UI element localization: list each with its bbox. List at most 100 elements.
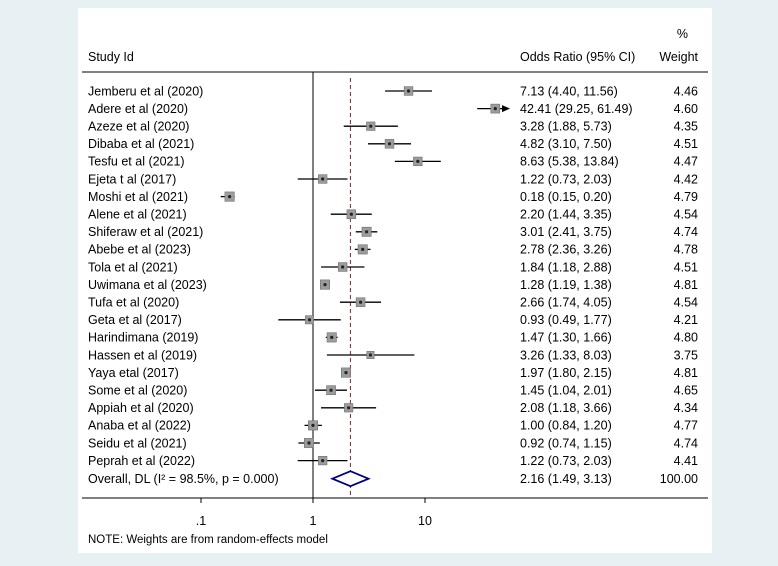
point-estimate-dot	[369, 124, 373, 128]
overall-label: Overall, DL (I² = 98.5%, p = 0.000)	[88, 472, 279, 486]
study-or-ci-value: 2.20 (1.44, 3.35)	[520, 208, 612, 222]
study-label: Tesfu et al (2021)	[88, 155, 185, 169]
plot-panel: % Study Id Odds Ratio (95% CI) Weight .1…	[78, 8, 712, 553]
study-or-ci-value: 3.01 (2.41, 3.75)	[520, 225, 612, 239]
study-weight-value: 4.54	[674, 208, 698, 222]
study-weight-value: 4.79	[674, 190, 698, 204]
study-label: Peprah et al (2022)	[88, 454, 195, 468]
study-id-header: Study Id	[88, 50, 134, 64]
study-weight-value: 4.65	[674, 384, 698, 398]
study-label: Ejeta t al (2017)	[88, 172, 176, 186]
overall-or-ci-value: 2.16 (1.49, 3.13)	[520, 472, 612, 486]
study-weight-value: 4.74	[674, 225, 698, 239]
point-estimate-dot	[344, 371, 348, 375]
point-estimate-dot	[358, 300, 363, 304]
study-weight-value: 4.47	[674, 155, 698, 169]
point-estimate-dot	[364, 230, 369, 234]
point-estimate-dot	[330, 335, 334, 339]
study-label: Tola et al (2021)	[88, 260, 178, 274]
study-label: Geta et al (2017)	[88, 313, 182, 327]
study-label: Yaya etal (2017)	[88, 366, 179, 380]
point-estimate-dot	[416, 159, 420, 163]
overall-diamond	[330, 470, 371, 488]
study-or-ci-value: 4.82 (3.10, 7.50)	[520, 137, 612, 151]
study-weight-value: 4.78	[674, 243, 698, 257]
point-estimate-dot	[329, 388, 333, 392]
study-or-ci-value: 0.18 (0.15, 0.20)	[520, 190, 612, 204]
study-weight-value: 4.46	[674, 84, 698, 98]
study-or-ci-value: 1.22 (0.73, 2.03)	[520, 172, 612, 186]
study-or-ci-value: 42.41 (29.25, 61.49)	[520, 102, 633, 116]
study-weight-value: 4.74	[674, 436, 698, 450]
study-label: Shiferaw et al (2021)	[88, 225, 203, 239]
point-estimate-dot	[349, 212, 353, 216]
study-label: Seidu et al (2021)	[88, 436, 187, 450]
study-weight-value: 4.35	[674, 120, 698, 134]
forest-plot: % Study Id Odds Ratio (95% CI) Weight .1…	[82, 27, 708, 546]
point-estimate-dot	[321, 459, 325, 463]
study-label: Jemberu et al (2020)	[88, 84, 203, 98]
study-or-ci-value: 1.45 (1.04, 2.01)	[520, 384, 612, 398]
study-or-ci-value: 0.92 (0.74, 1.15)	[520, 436, 612, 450]
point-estimate-dot	[361, 247, 365, 251]
study-or-ci-value: 1.47 (1.30, 1.66)	[520, 331, 612, 345]
point-estimate-dot	[321, 177, 325, 181]
study-or-ci-value: 1.97 (1.80, 2.15)	[520, 366, 612, 380]
study-or-ci-value: 7.13 (4.40, 11.56)	[520, 84, 618, 98]
weight-header: Weight	[659, 50, 698, 64]
study-or-ci-value: 3.26 (1.33, 8.03)	[520, 348, 612, 362]
study-label: Moshi et al (2021)	[88, 190, 188, 204]
odds-ratio-header: Odds Ratio (95% CI)	[520, 50, 635, 64]
point-estimate-dot	[307, 318, 312, 322]
study-weight-value: 4.81	[674, 366, 698, 380]
study-label: Anaba et al (2022)	[88, 419, 191, 433]
point-estimate-dot	[347, 406, 351, 410]
study-weight-value: 4.51	[674, 260, 698, 274]
study-or-ci-value: 8.63 (5.38, 13.84)	[520, 155, 619, 169]
study-label: Hassen et al (2019)	[88, 348, 197, 362]
study-or-ci-value: 0.93 (0.49, 1.77)	[520, 313, 612, 327]
study-weight-value: 4.41	[674, 454, 698, 468]
x-tick-label-1: 1	[310, 514, 317, 528]
overall-weight-value: 100.00	[660, 472, 698, 486]
study-or-ci-value: 2.78 (2.36, 3.26)	[520, 243, 612, 257]
point-estimate-dot	[368, 353, 373, 357]
study-label: Adere et al (2020)	[88, 102, 188, 116]
study-weight-value: 4.81	[674, 278, 698, 292]
study-label: Abebe et al (2023)	[88, 243, 191, 257]
study-label: Dibaba et al (2021)	[88, 137, 194, 151]
study-weight-value: 4.21	[674, 313, 698, 327]
study-or-ci-value: 1.84 (1.18, 2.88)	[520, 260, 612, 274]
study-weight-value: 4.34	[674, 401, 698, 415]
study-label: Alene et al (2021)	[88, 208, 187, 222]
point-estimate-dot	[307, 441, 311, 445]
study-or-ci-value: 1.28 (1.19, 1.38)	[520, 278, 612, 292]
study-or-ci-value: 1.22 (0.73, 2.03)	[520, 454, 612, 468]
study-label: Azeze et al (2020)	[88, 120, 189, 134]
point-estimate-dot	[323, 283, 327, 287]
point-estimate-dot	[227, 195, 232, 199]
study-or-ci-value: 1.00 (0.84, 1.20)	[520, 419, 612, 433]
study-or-ci-value: 3.28 (1.88, 5.73)	[520, 120, 612, 134]
point-estimate-dot	[341, 265, 345, 269]
study-weight-value: 4.60	[674, 102, 698, 116]
study-weight-value: 4.77	[674, 419, 698, 433]
ci-clip-arrow	[502, 105, 510, 113]
study-label: Tufa et al (2020)	[88, 296, 179, 310]
study-weight-value: 4.54	[674, 296, 698, 310]
study-rows: Jemberu et al (2020) 7.13 (4.40, 11.56) 4.…	[88, 72, 698, 503]
study-weight-value: 4.80	[674, 331, 698, 345]
percent-header: %	[677, 27, 688, 41]
study-or-ci-value: 2.08 (1.18, 3.66)	[520, 401, 612, 415]
study-weight-value: 4.42	[674, 172, 698, 186]
study-weight-value: 4.51	[674, 137, 698, 151]
point-estimate-dot	[387, 142, 392, 146]
study-weight-value: 3.75	[674, 348, 698, 362]
study-label: Uwimana et al (2023)	[88, 278, 207, 292]
study-label: Some et al (2020)	[88, 384, 187, 398]
study-label: Appiah et al (2020)	[88, 401, 194, 415]
point-estimate-dot	[311, 423, 315, 427]
x-tick-label-0-1: .1	[196, 514, 206, 528]
x-tick-label-10: 10	[418, 514, 432, 528]
